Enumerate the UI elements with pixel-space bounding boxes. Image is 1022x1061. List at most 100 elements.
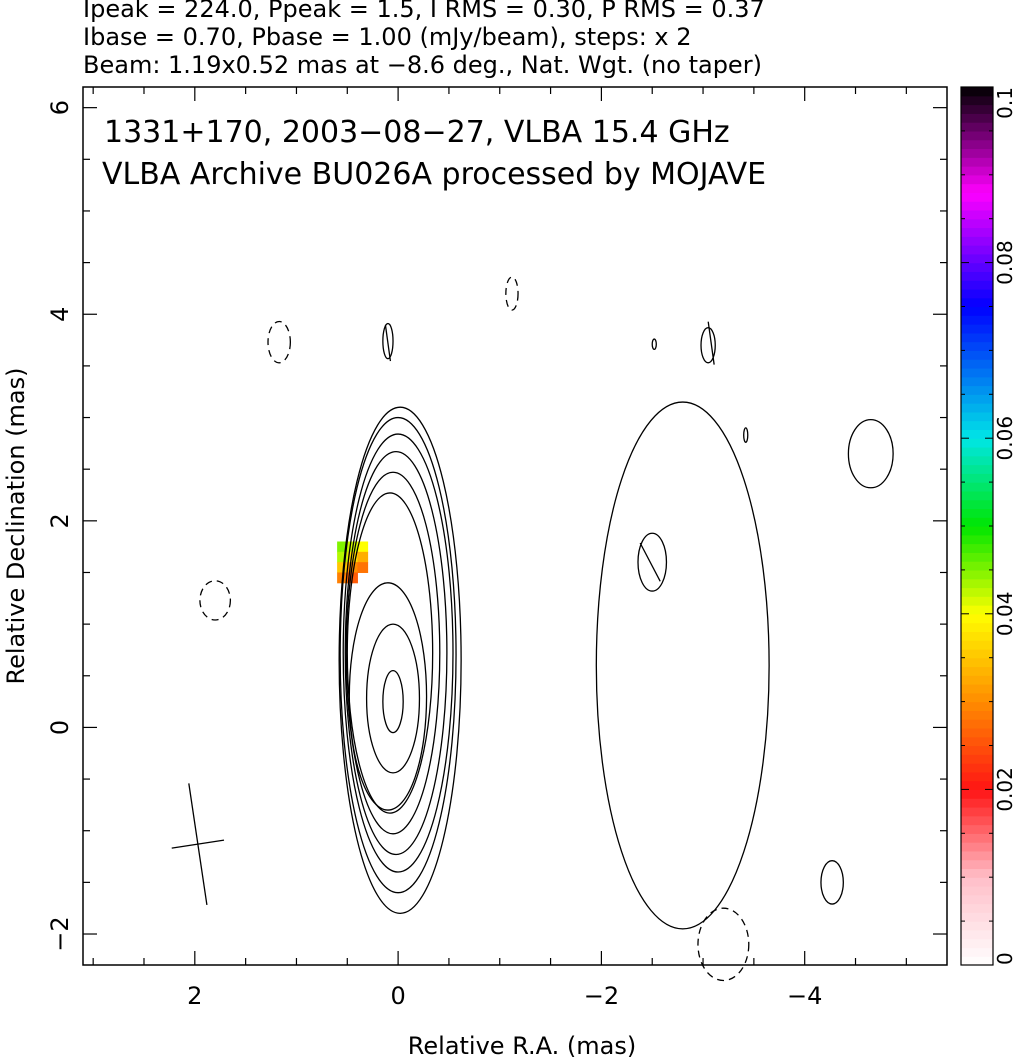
colorbar-step: [961, 938, 993, 949]
colorbar-step: [961, 394, 993, 404]
polarization-pixel: [337, 562, 348, 573]
colorbar-tick-label: 0.1: [993, 87, 1017, 119]
colorbar-tick-label: 0.04: [993, 592, 1017, 637]
y-axis-label: Relative Declination (mas): [2, 367, 30, 684]
colorbar-step: [961, 271, 993, 281]
colorbar-step: [961, 288, 993, 299]
colorbar-step: [961, 324, 993, 334]
colorbar-step: [961, 201, 993, 211]
colorbar-step: [961, 403, 993, 413]
colorbar-step: [961, 122, 993, 132]
colorbar-step: [961, 921, 993, 931]
colorbar-tick-label: 0: [993, 952, 1017, 965]
colorbar-step: [961, 903, 993, 913]
colorbar-step: [961, 622, 993, 632]
colorbar-step: [961, 218, 993, 229]
colorbar-step: [961, 613, 993, 624]
y-tick-label: 4: [46, 307, 74, 322]
colorbar-step: [961, 780, 993, 790]
colorbar-step: [961, 148, 993, 158]
x-tick-label: 2: [187, 982, 202, 1010]
colorbar-step: [961, 552, 993, 562]
colorbar-step: [961, 824, 993, 834]
colorbar-step: [961, 754, 993, 764]
colorbar-step: [961, 745, 993, 755]
polarization-pixel: [357, 541, 369, 553]
polarization-pixel: [357, 562, 369, 573]
evpa-ticks: [384, 321, 715, 582]
lobe-contour: [847, 418, 894, 489]
core-contour: [338, 406, 462, 915]
evpa-tick: [384, 325, 392, 362]
x-axis-label: Relative R.A. (mas): [408, 1032, 636, 1060]
colorbar-step: [961, 438, 993, 448]
y-tick-label: 6: [46, 100, 74, 115]
colorbar-step: [961, 701, 993, 711]
colorbar-step: [961, 280, 993, 290]
colorbar-step: [961, 596, 993, 606]
colorbar-step: [961, 956, 993, 966]
colorbar-step: [961, 297, 993, 308]
colorbar-step: [961, 578, 993, 589]
colorbar-step: [961, 605, 993, 615]
colorbar-step: [961, 227, 993, 237]
colorbar-step: [961, 376, 993, 387]
core-contour: [344, 450, 448, 856]
colorbar-step: [961, 798, 993, 808]
colorbar-tick-label: 0.08: [993, 240, 1017, 285]
x-tick-label: 0: [390, 982, 405, 1010]
polarization-pixel: [357, 551, 369, 563]
colorbar-step: [961, 253, 993, 264]
colorbar-step: [961, 806, 993, 817]
lobe-contour: [651, 338, 657, 351]
polarization-pixel: [337, 551, 348, 563]
header-line-beam: Beam: 1.19x0.52 mas at −8.6 deg., Nat. W…: [83, 51, 762, 79]
colorbar-step: [961, 859, 993, 870]
colorbar-step: [961, 534, 993, 545]
evpa-tick: [707, 321, 715, 365]
colorbar-step: [961, 130, 993, 141]
colorbar-step: [961, 139, 993, 150]
colorbar: [961, 87, 993, 966]
lobe-contour: [382, 322, 394, 360]
annotation-line-archive: VLBA Archive BU026A processed by MOJAVE: [102, 157, 766, 192]
colorbar-tick-label: 0.02: [993, 767, 1017, 812]
header-line-base: Ibase = 0.70, Pbase = 1.00 (mJy/beam), s…: [83, 23, 692, 51]
colorbar-step: [961, 526, 993, 536]
colorbar-step: [961, 868, 993, 878]
colorbar-step: [961, 104, 993, 114]
negative-contour: [697, 907, 750, 982]
colorbar-step: [961, 736, 993, 747]
colorbar-step: [961, 850, 993, 861]
colorbar-step: [961, 236, 993, 246]
colorbar-step: [961, 420, 993, 431]
colorbar-step: [961, 912, 993, 922]
x-tick-label: −2: [584, 982, 619, 1010]
colorbar-step: [961, 87, 993, 97]
colorbar-step: [961, 587, 993, 597]
negative-contour: [199, 580, 232, 621]
core-contour: [365, 623, 421, 774]
colorbar-step: [961, 842, 993, 852]
negative-contour: [267, 320, 292, 364]
colorbar-step: [961, 947, 993, 957]
colorbar-step: [961, 543, 993, 553]
colorbar-step: [961, 166, 993, 176]
colorbar-step: [961, 464, 993, 474]
core-contour: [342, 433, 454, 873]
colorbar-step: [961, 341, 993, 351]
colorbar-step: [961, 385, 993, 395]
polarization-pixel: [347, 562, 358, 573]
beam-minor-axis: [171, 839, 225, 849]
colorbar-step: [961, 771, 993, 782]
colorbar-step: [961, 490, 993, 501]
colorbar-step: [961, 657, 993, 668]
colorbar-step: [961, 877, 993, 887]
lobe-contour: [595, 401, 770, 930]
polarization-pixel: [337, 541, 348, 553]
colorbar-step: [961, 113, 993, 123]
colorbar-step: [961, 192, 993, 202]
colorbar-step: [961, 710, 993, 720]
header-line-peaks: Ipeak = 224.0, Ppeak = 1.5, I RMS = 0.30…: [83, 0, 765, 23]
contour-lines: [199, 276, 894, 982]
